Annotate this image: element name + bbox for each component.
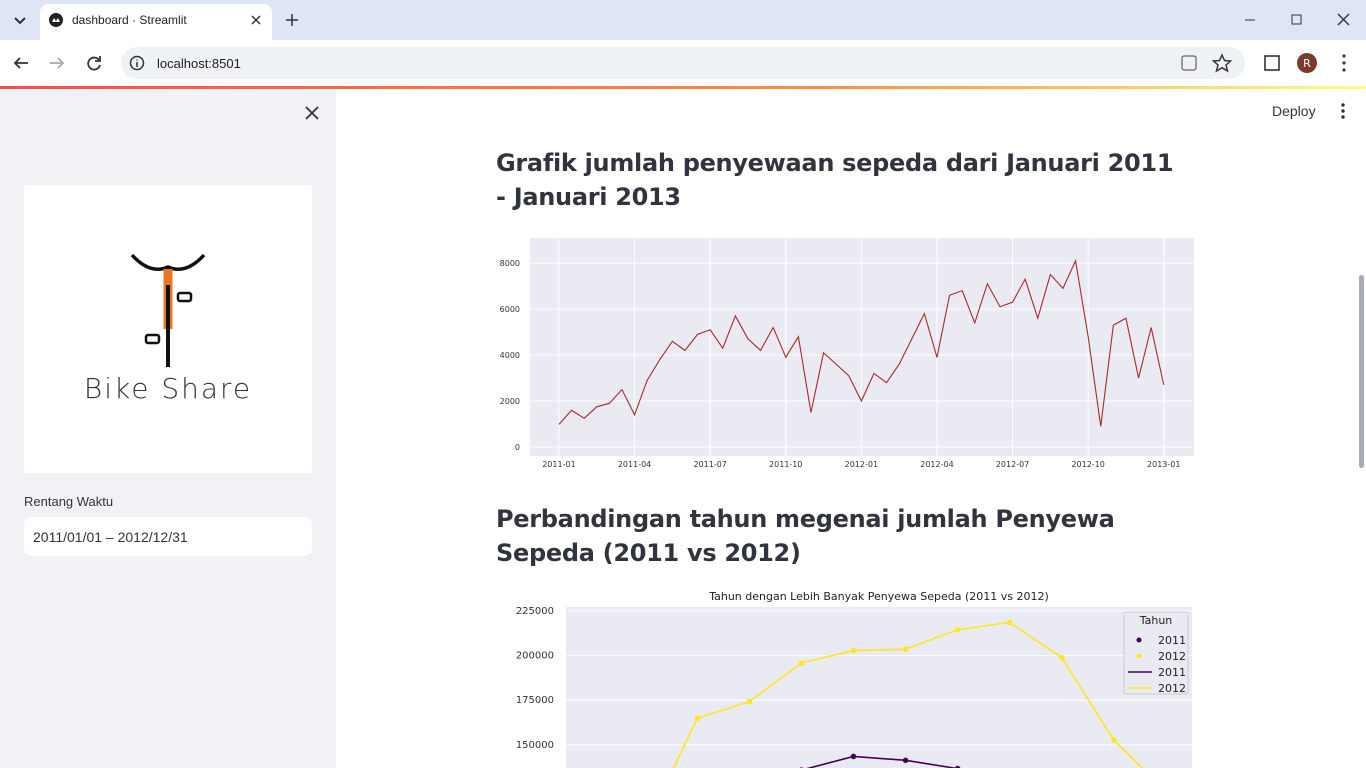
decoration-stripe xyxy=(0,86,1366,89)
section-heading: Perbandingan tahun megenai jumlah Penyew… xyxy=(496,505,1115,567)
window-controls[interactable] xyxy=(1240,10,1360,30)
favicon xyxy=(49,13,63,27)
legend-box xyxy=(1123,611,1189,695)
y-tick-label: 0 xyxy=(515,443,520,452)
data-line xyxy=(806,755,959,768)
date-value[interactable]: 2011/01/01 – 2012/12/31 xyxy=(33,529,188,545)
tab-list-button[interactable] xyxy=(8,9,32,31)
legend-marker xyxy=(1136,653,1142,659)
y-tick-label: 175000 xyxy=(516,695,554,706)
new-tab[interactable] xyxy=(284,12,300,28)
data-point xyxy=(902,646,909,652)
y-tick-label: 225000 xyxy=(516,606,554,617)
legend-label: 2012 xyxy=(1158,682,1186,695)
data-point xyxy=(850,647,857,654)
tab[interactable] xyxy=(40,4,272,40)
main-menu[interactable] xyxy=(1336,102,1350,120)
x-tick-label: 2011-01 xyxy=(542,460,575,469)
legend-label: 2011 xyxy=(1158,666,1186,679)
y-tick-label: 200000 xyxy=(516,651,554,662)
data-point xyxy=(1111,737,1117,743)
chart: 0 2000 4000 6000 8000 2011-01 2011-04 2011-07 20… xyxy=(500,238,1194,469)
svg-text:R: R xyxy=(1303,57,1311,70)
data-point xyxy=(954,765,961,768)
x-tick-label: 2012-01 xyxy=(845,460,878,469)
plot-area xyxy=(530,238,1194,456)
data-point xyxy=(1059,654,1065,661)
tab-close[interactable] xyxy=(248,12,264,28)
legend-title: Tahun xyxy=(1139,614,1173,627)
x-tick-label: 2012-10 xyxy=(1071,460,1104,469)
address-bar[interactable] xyxy=(121,47,1245,79)
data-line xyxy=(672,621,1144,768)
plot-area xyxy=(566,607,1192,768)
legend-label: 2012 xyxy=(1158,650,1186,663)
data-point xyxy=(954,626,961,633)
x-tick-label: 2011-04 xyxy=(618,460,651,469)
data-line xyxy=(558,258,1165,427)
logo-text: Bike Share xyxy=(84,372,252,405)
deploy-button[interactable]: Deploy xyxy=(1272,103,1316,119)
y-tick-label: 150000 xyxy=(516,740,554,751)
y-tick-label: 8000 xyxy=(500,259,520,268)
scrollbar[interactable] xyxy=(1359,275,1364,468)
x-tick-label: 2011-07 xyxy=(693,460,726,469)
data-point xyxy=(850,753,857,760)
legend-label: 2011 xyxy=(1158,634,1186,647)
logo-image: Bike Share xyxy=(84,253,252,405)
url[interactable]: localhost:8501 xyxy=(157,56,241,71)
date-input[interactable] xyxy=(24,517,312,556)
site-info[interactable] xyxy=(129,55,145,71)
x-tick-label: 2012-07 xyxy=(996,460,1029,469)
browser-actions[interactable]: R xyxy=(1180,53,1360,73)
data-point xyxy=(746,698,753,705)
section-heading: Grafik jumlah penyewaan sepeda dari Janu… xyxy=(496,149,1174,211)
logo: Bike Share xyxy=(24,185,312,473)
chart-title: Tahun dengan Lebih Banyak Penyewa Sepeda… xyxy=(708,590,1049,603)
x-tick-label: 2012-04 xyxy=(920,460,953,469)
data-point xyxy=(1006,619,1013,626)
y-tick-label: 6000 xyxy=(500,305,520,314)
data-point xyxy=(798,660,805,666)
chart: Tahun dengan Lebih Banyak Penyewa Sepeda… xyxy=(516,590,1192,768)
x-tick-label: 2013-01 xyxy=(1147,460,1180,469)
data-point xyxy=(902,757,909,764)
legend-marker xyxy=(1136,637,1142,643)
y-tick-label: 4000 xyxy=(500,351,520,360)
data-point xyxy=(694,715,701,722)
tab-title: dashboard · Streamlit xyxy=(72,13,187,27)
y-tick-label: 2000 xyxy=(500,397,520,406)
nav-buttons[interactable] xyxy=(10,52,110,74)
x-tick-label: 2011-10 xyxy=(769,460,802,469)
sidebar-close[interactable] xyxy=(303,104,321,122)
date-label: Rentang Waktu xyxy=(24,494,114,509)
